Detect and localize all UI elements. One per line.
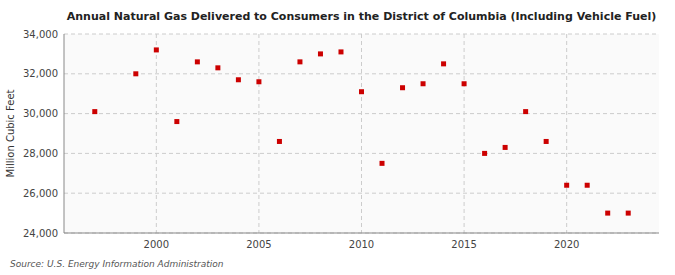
grid-line: [156, 34, 157, 233]
point: [174, 119, 179, 124]
point: [503, 145, 508, 150]
y-tick-label: 24,000: [23, 228, 58, 239]
point: [318, 51, 323, 56]
y-axis-line: [64, 34, 65, 233]
grid-line: [64, 193, 659, 194]
point: [380, 161, 385, 166]
point: [421, 81, 426, 86]
grid-line: [361, 34, 362, 233]
point: [195, 59, 200, 64]
point: [585, 183, 590, 188]
point: [297, 59, 302, 64]
point: [154, 47, 159, 52]
x-tick-label: 2000: [144, 239, 169, 250]
grid-line: [566, 34, 567, 233]
source-note: Source: U.S. Energy Information Administ…: [10, 259, 224, 269]
point: [400, 85, 405, 90]
x-tick-label: 2015: [451, 239, 476, 250]
chart: Annual Natural Gas Delivered to Consumer…: [0, 0, 675, 275]
grid-line: [64, 233, 659, 234]
point: [462, 81, 467, 86]
point: [256, 79, 261, 84]
point: [564, 183, 569, 188]
x-tick-label: 2005: [246, 239, 271, 250]
point: [133, 71, 138, 76]
grid-line: [64, 73, 659, 74]
point: [544, 139, 549, 144]
y-axis-label: Million Cubic Feet: [5, 89, 16, 177]
grid-line: [464, 34, 465, 233]
grid-line: [258, 34, 259, 233]
y-tick-label: 34,000: [23, 29, 58, 40]
plot-area: [64, 34, 659, 233]
point: [359, 89, 364, 94]
title: Annual Natural Gas Delivered to Consumer…: [67, 10, 657, 23]
point: [277, 139, 282, 144]
point: [441, 61, 446, 66]
point: [605, 211, 610, 216]
y-tick-label: 32,000: [23, 68, 58, 79]
point: [482, 151, 487, 156]
y-tick-label: 28,000: [23, 148, 58, 159]
x-tick-label: 2010: [349, 239, 374, 250]
y-tick-label: 26,000: [23, 188, 58, 199]
point: [523, 109, 528, 114]
grid: [64, 34, 659, 233]
point: [92, 109, 97, 114]
point: [215, 65, 220, 70]
point: [626, 211, 631, 216]
x-tick-label: 2020: [554, 239, 579, 250]
point: [338, 49, 343, 54]
y-tick-label: 30,000: [23, 108, 58, 119]
point: [236, 77, 241, 82]
points: [92, 47, 630, 215]
x-axis-line: [64, 233, 659, 234]
